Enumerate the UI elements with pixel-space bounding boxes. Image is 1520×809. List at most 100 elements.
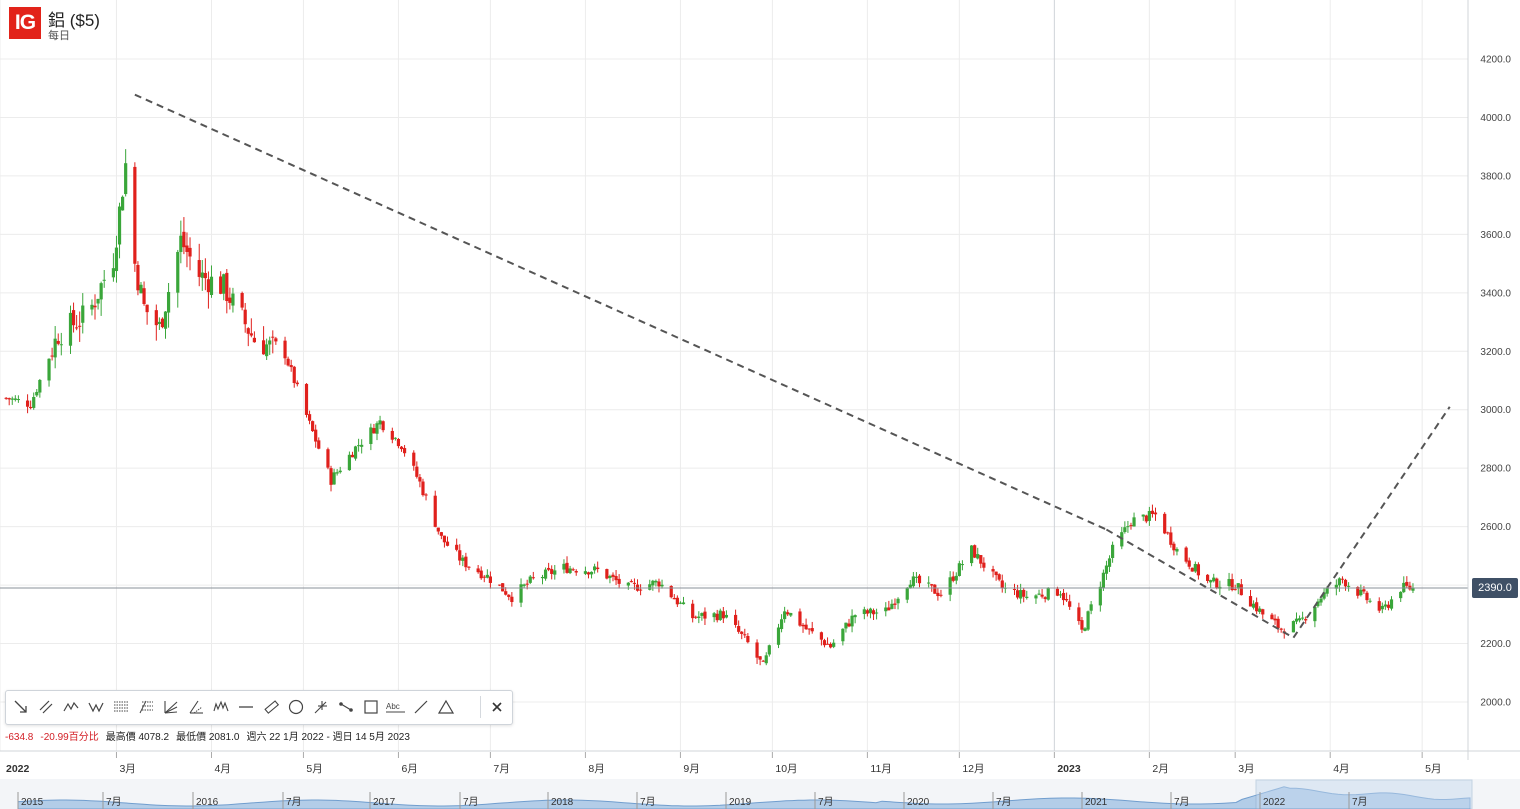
candle-body bbox=[154, 310, 158, 326]
arrow-line-icon[interactable] bbox=[10, 696, 32, 718]
candle-body bbox=[7, 398, 11, 400]
candle-body bbox=[185, 245, 189, 252]
ruler-icon[interactable] bbox=[260, 696, 282, 718]
candle-body bbox=[295, 382, 299, 385]
candle-body bbox=[124, 163, 128, 195]
candle-body bbox=[4, 397, 8, 399]
candle-body bbox=[979, 555, 983, 564]
candle-body bbox=[1340, 578, 1345, 580]
candle-body bbox=[568, 568, 572, 574]
candle-body bbox=[887, 607, 891, 611]
candle-body bbox=[396, 438, 401, 447]
candle-body bbox=[265, 344, 269, 357]
candle-body bbox=[1405, 581, 1409, 586]
candle-body bbox=[632, 582, 637, 584]
candle-body bbox=[562, 563, 566, 570]
close-icon[interactable] bbox=[486, 696, 508, 718]
x-tick-label: 4月 bbox=[1333, 763, 1349, 775]
candle-body bbox=[583, 571, 588, 574]
candle-body bbox=[1172, 543, 1176, 551]
candle-body bbox=[654, 580, 658, 583]
parallel-channel-icon[interactable] bbox=[35, 696, 57, 718]
candle-body bbox=[1294, 618, 1299, 622]
navigator-window bbox=[1255, 779, 1473, 809]
candle-body bbox=[307, 414, 312, 421]
candle-body bbox=[890, 603, 894, 609]
candle-body bbox=[206, 279, 211, 293]
y-tick-label: 2800.0 bbox=[1480, 464, 1511, 475]
candle-body bbox=[786, 612, 790, 615]
y-tick-label: 4200.0 bbox=[1480, 55, 1511, 66]
candle-body bbox=[78, 325, 82, 327]
fib-fan-icon[interactable] bbox=[160, 696, 182, 718]
candle-body bbox=[1380, 605, 1384, 610]
candle-body bbox=[455, 544, 459, 550]
circle-icon[interactable] bbox=[285, 696, 307, 718]
horizontal-line-icon[interactable] bbox=[235, 696, 257, 718]
candle-body bbox=[593, 566, 597, 571]
candle-body bbox=[415, 466, 419, 477]
candle-body bbox=[111, 268, 116, 278]
trend-line-icon[interactable] bbox=[335, 696, 357, 718]
candle-body bbox=[948, 577, 952, 595]
fib-retracement-icon[interactable] bbox=[110, 696, 132, 718]
candle-body bbox=[402, 448, 407, 454]
triangle-icon[interactable] bbox=[435, 696, 457, 718]
candle-body bbox=[424, 494, 428, 496]
rectangle-icon[interactable] bbox=[360, 696, 382, 718]
text-note-icon[interactable]: Abc bbox=[385, 696, 407, 718]
candle-body bbox=[464, 556, 468, 568]
x-tick-label: 10月 bbox=[775, 763, 797, 775]
candle-body bbox=[1012, 588, 1017, 590]
zigzag-icon[interactable] bbox=[60, 696, 82, 718]
candle-body bbox=[1196, 564, 1201, 576]
candle-body bbox=[874, 612, 879, 614]
candle-body bbox=[504, 591, 508, 595]
navigator-label: 2020 bbox=[907, 797, 930, 808]
candle-body bbox=[908, 584, 912, 589]
candle-body bbox=[574, 571, 578, 573]
candle-body bbox=[271, 336, 275, 338]
elliott-wave-icon[interactable] bbox=[210, 696, 232, 718]
candle-body bbox=[68, 312, 73, 346]
navigator-label: 2015 bbox=[21, 797, 44, 808]
candle-body bbox=[691, 603, 695, 619]
dashed-trendline bbox=[1292, 406, 1451, 639]
line-segment-icon[interactable] bbox=[410, 696, 432, 718]
gann-fan-icon[interactable] bbox=[185, 696, 207, 718]
candle-body bbox=[338, 470, 342, 473]
date-range: 週六 22 1月 2022 - 週日 14 5月 2023 bbox=[246, 732, 410, 743]
candle-body bbox=[283, 340, 287, 359]
low-price: 最低價 2081.0 bbox=[176, 732, 240, 743]
candle-body bbox=[939, 594, 943, 596]
candle-body bbox=[1190, 567, 1194, 572]
candle-body bbox=[1316, 601, 1320, 607]
triangle-pattern-icon[interactable] bbox=[85, 696, 107, 718]
candle-body bbox=[1346, 585, 1351, 587]
candle-body bbox=[1058, 594, 1063, 596]
candle-body bbox=[896, 598, 900, 604]
candle-body bbox=[75, 327, 79, 329]
candle-body bbox=[1399, 591, 1403, 599]
candle-body bbox=[638, 589, 643, 591]
candle-body bbox=[35, 391, 39, 396]
candle-body bbox=[1258, 608, 1262, 612]
x-tick-label: 8月 bbox=[588, 763, 604, 775]
candle-body bbox=[1022, 589, 1026, 597]
x-tick-label: 5月 bbox=[306, 763, 322, 775]
candle-body bbox=[825, 643, 830, 645]
fib-extension-icon[interactable] bbox=[135, 696, 157, 718]
candle-body bbox=[240, 293, 244, 308]
candle-body bbox=[810, 628, 814, 632]
candle-body bbox=[1065, 599, 1069, 601]
candle-body bbox=[133, 166, 137, 264]
x-tick-label: 4月 bbox=[214, 763, 230, 775]
candle-body bbox=[10, 398, 14, 400]
pitchfork-icon[interactable] bbox=[310, 696, 332, 718]
candle-body bbox=[200, 272, 204, 278]
candle-body bbox=[648, 584, 652, 590]
candle-body bbox=[1255, 602, 1259, 612]
candle-body bbox=[507, 594, 511, 597]
x-axis: 2022 3月 4月 5月 6月 7月 8月 9月 10月 11月 12月 2023 2月 3月 4月 5月 bbox=[0, 750, 1520, 775]
